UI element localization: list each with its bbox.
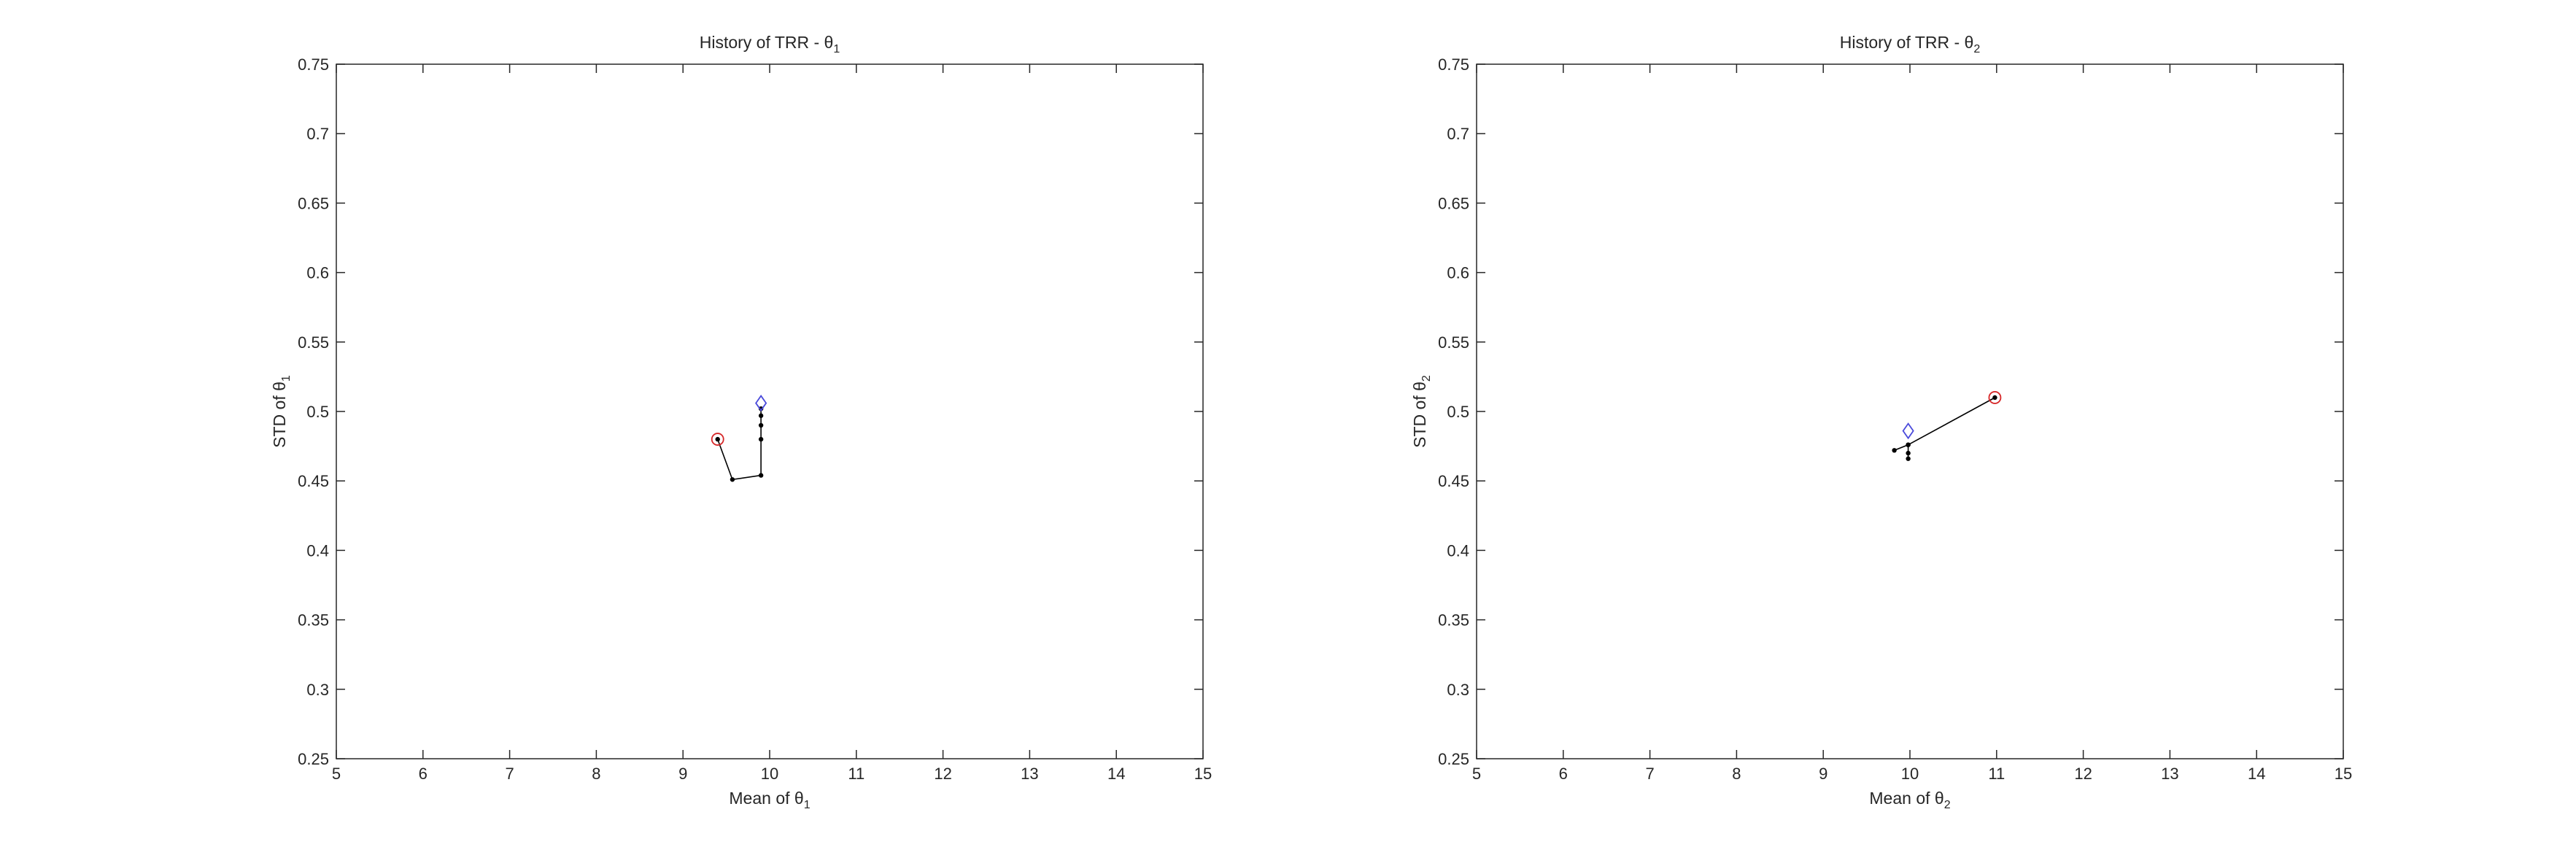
chart-title-subscript: 1 [833, 43, 840, 55]
x-tick-label: 15 [2335, 765, 2352, 783]
start-point-marker [1988, 391, 2002, 404]
y-tick-label: 0.4 [1447, 541, 1469, 560]
data-marks [711, 395, 767, 482]
x-tick-label: 8 [1732, 765, 1741, 783]
x-tick-label: 5 [1472, 765, 1481, 783]
y-axis-label: STD of θ2 [1410, 375, 1433, 448]
y-tick-label: 0.45 [298, 472, 329, 490]
data-marks [1892, 391, 2002, 461]
chart-title: History of TRR - θ1 [700, 33, 840, 55]
x-tick-label: 6 [1559, 765, 1568, 783]
x-tick-label: 8 [592, 765, 600, 783]
end-point-marker [1902, 422, 1914, 440]
data-point [758, 413, 764, 418]
x-axis-label: Mean of θ2 [1869, 789, 1950, 811]
x-tick-label: 14 [1107, 765, 1125, 783]
y-tick-label: 0.5 [306, 403, 329, 421]
y-tick-label: 0.35 [1438, 611, 1469, 630]
x-tick-label: 6 [419, 765, 428, 783]
x-tick-label: 11 [1988, 765, 2005, 783]
chart-title: History of TRR - θ2 [1840, 33, 1981, 55]
x-axis-label-subscript: 2 [1944, 799, 1951, 811]
plot-area [336, 63, 1204, 759]
x-tick-label: 5 [332, 765, 341, 783]
x-tick-label: 7 [1645, 765, 1654, 783]
x-tick-label: 11 [848, 765, 865, 783]
data-point [1892, 448, 1897, 453]
y-axis-label-subscript: 2 [1420, 375, 1433, 382]
x-tick-label: 14 [2248, 765, 2265, 783]
x-tick-label: 9 [678, 765, 687, 783]
axis-ticks: 5 6 7 8 9 10 11 12 13 14 15 0.25 0.3 0.35 0.4 0.45 0.5 0.… [298, 55, 1212, 783]
y-tick-label: 0.6 [306, 264, 329, 282]
x-tick-label: 7 [505, 765, 514, 783]
x-tick-label: 12 [934, 765, 951, 783]
chart-title-text: History of TRR - θ [700, 33, 834, 52]
chart-title-text: History of TRR - θ [1840, 33, 1974, 52]
x-tick-label: 13 [2161, 765, 2178, 783]
chart-theta-2: History of TRR - θ2 Mean of θ2 STD of θ2… [1410, 33, 2352, 811]
y-tick-label: 0.65 [1438, 194, 1469, 212]
y-axis-label-subscript: 1 [280, 375, 293, 382]
x-tick-label: 10 [1901, 765, 1919, 783]
y-axis-label: STD of θ1 [270, 375, 293, 448]
data-point [1906, 442, 1911, 447]
y-tick-label: 0.75 [298, 55, 329, 74]
data-point [1992, 395, 1997, 401]
y-tick-label: 0.6 [1447, 264, 1469, 282]
x-axis-label: Mean of θ1 [729, 789, 810, 811]
y-tick-label: 0.55 [1438, 333, 1469, 352]
y-axis-label-text: STD of θ [1410, 382, 1429, 448]
data-point [1906, 456, 1911, 461]
x-tick-label: 12 [2074, 765, 2092, 783]
y-tick-label: 0.7 [1447, 125, 1469, 143]
data-point [730, 477, 735, 482]
y-tick-label: 0.5 [1447, 403, 1469, 421]
x-axis-label-subscript: 1 [804, 799, 811, 811]
start-point-marker [711, 433, 724, 446]
y-axis-label-text: STD of θ [270, 382, 289, 448]
y-tick-label: 0.25 [298, 750, 329, 768]
chart-theta-1: History of TRR - θ1 Mean of θ1 STD of θ1… [270, 33, 1212, 811]
x-tick-label: 15 [1194, 765, 1212, 783]
y-tick-label: 0.35 [298, 611, 329, 630]
y-tick-label: 0.45 [1438, 472, 1469, 490]
y-tick-label: 0.7 [306, 125, 329, 143]
data-point [1906, 450, 1911, 456]
y-tick-label: 0.3 [1447, 681, 1469, 699]
x-axis-label-text: Mean of θ [729, 789, 803, 808]
y-tick-label: 0.25 [1438, 750, 1469, 768]
y-tick-label: 0.3 [306, 681, 329, 699]
data-point [758, 473, 764, 478]
y-tick-label: 0.55 [298, 333, 329, 352]
plot-area [1476, 63, 2344, 759]
data-point [758, 436, 764, 442]
axis-ticks: 5 6 7 8 9 10 11 12 13 14 15 0.25 0.3 0.35 0.4 0.45 0.5 0.… [1438, 55, 2352, 783]
data-point [715, 436, 720, 442]
y-tick-label: 0.65 [298, 194, 329, 212]
x-tick-label: 9 [1819, 765, 1827, 783]
end-point-marker [755, 395, 767, 412]
data-point [758, 422, 764, 428]
x-axis-label-text: Mean of θ [1869, 789, 1943, 808]
x-tick-label: 10 [761, 765, 778, 783]
y-tick-label: 0.75 [1438, 55, 1469, 74]
y-tick-label: 0.4 [306, 541, 329, 560]
x-tick-label: 13 [1021, 765, 1038, 783]
chart-title-subscript: 2 [1973, 43, 1980, 55]
